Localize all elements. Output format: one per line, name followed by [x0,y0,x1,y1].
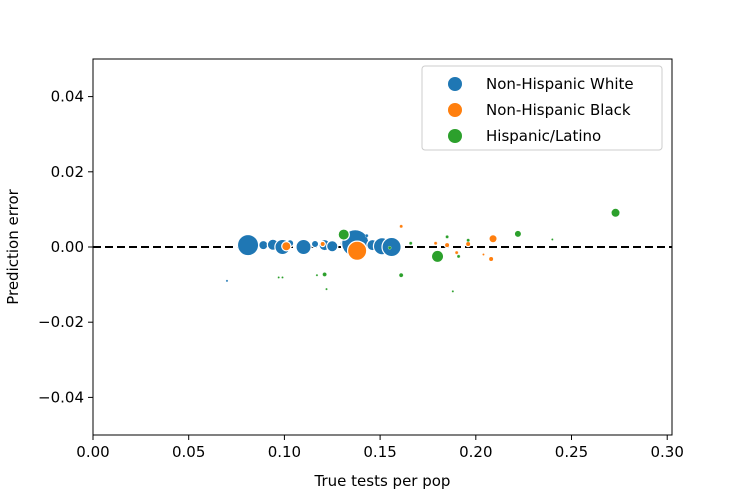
legend-box [421,65,663,151]
scatter-point [433,241,438,245]
legend-label: Hispanic/Latino [486,127,601,145]
scatter-point [610,207,621,218]
scatter-point [387,246,392,250]
scatter-point [398,272,404,278]
x-tick-label: 0.05 [172,443,205,461]
scatter-point [430,249,445,264]
scatter-point [466,238,470,242]
y-tick-label: 0.02 [51,163,84,181]
scatter-point [364,233,369,238]
x-tick-label: 0.20 [459,443,492,461]
scatter-point [326,240,339,253]
scatter-point [443,241,451,249]
x-tick-label: 0.00 [76,443,109,461]
scatter-point [381,236,402,258]
scatter-point [337,228,350,241]
legend-label: Non-Hispanic Black [486,101,631,119]
scatter-point [482,253,485,256]
axis-ticks: 0.00 0.05 0.10 0.15 0.20 0.25 0.30 −0.04 −0.02 0.… [38,88,684,461]
scatter-point [325,287,328,291]
scatter-point [399,224,403,229]
legend: Non-Hispanic White Non-Hispanic Black Hisp… [421,65,663,151]
scatter-point [310,239,320,249]
y-axis-label: Prediction error [4,188,22,304]
legend-marker [448,129,462,143]
scatter-point [551,238,554,241]
y-tick-label: 0.00 [51,238,84,256]
scatter-point [487,255,495,263]
scatter-point [225,279,229,283]
x-tick-label: 0.15 [363,443,396,461]
scatter-point [236,233,260,257]
legend-label: Non-Hispanic White [486,75,634,93]
x-tick-label: 0.30 [651,443,684,461]
scatter-point [258,239,269,251]
plot-frame [92,58,673,436]
scatter-point [277,276,280,279]
scatter-point [315,273,319,277]
scatter-point [281,276,284,279]
scatter-point [445,235,449,239]
x-tick-label: 0.10 [268,443,301,461]
scatter-point [319,240,326,248]
scatter-point [451,290,455,293]
scatter-point [488,234,498,244]
x-axis-label: True tests per pop [314,472,451,490]
scatter-point [513,229,523,239]
y-tick-label: 0.04 [51,88,84,106]
scatter-point [346,240,368,261]
legend-marker [448,77,462,91]
scatter-points [225,207,621,293]
scatter-point [295,238,312,256]
x-tick-label: 0.25 [555,443,588,461]
scatter-point [454,250,459,255]
scatter-point [408,241,413,245]
scatter-point [281,241,292,252]
scatter-point [322,272,327,277]
scatter-point [456,254,461,259]
y-tick-label: −0.04 [38,388,84,406]
y-tick-label: −0.02 [38,313,84,331]
legend-marker [448,103,462,117]
scatter-point [464,240,472,248]
